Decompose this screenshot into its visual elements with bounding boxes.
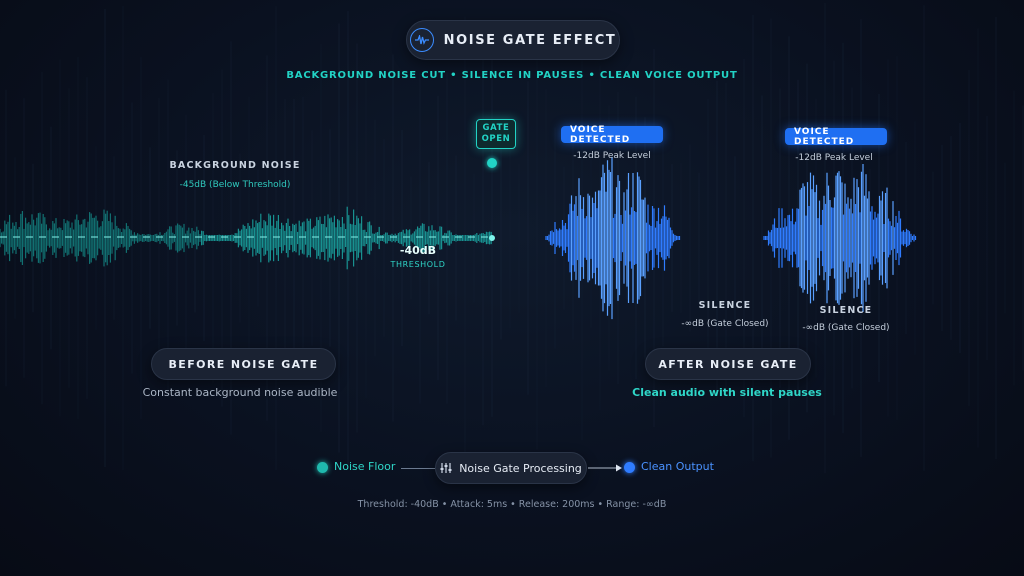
background-noise-level: -45dB (Below Threshold) [179,180,291,190]
gate-crossing-dot [489,235,495,241]
voice-peak-level-2: -12dB Peak Level [795,153,873,163]
silence-label-1: SILENCE [698,300,752,311]
voice-burst-2-waveform [763,164,917,312]
voice-detected-badge-1: VOICE DETECTED [561,125,663,145]
before-noise-gate-title: BEFORE NOISE GATE [151,348,336,380]
voice-peak-level-1: -12dB Peak Level [573,151,651,161]
waveform-icon [409,28,434,52]
gate-marker-dot [487,158,497,168]
background-noise-label: BACKGROUND NOISE [169,160,301,171]
after-noise-gate-title: AFTER NOISE GATE [645,348,811,380]
flow-arrow-right [588,464,622,472]
page-title: NOISE GATE EFFECT [443,32,617,48]
signal-flow: Noise Floor Noise Gate Processing Clean … [0,452,1024,484]
threshold-label: THRESHOLD [390,260,446,269]
threshold-value: -40dB [399,244,437,257]
silence-level-1: -∞dB (Gate Closed) [681,319,769,329]
sliders-icon [440,462,452,474]
noise-floor-label: Noise Floor [334,460,396,473]
noise-gate-processing-label: Noise Gate Processing [459,461,582,475]
after-description: Clean audio with silent pauses [632,386,822,399]
background-noise-waveform [0,206,492,270]
subtitle: BACKGROUND NOISE CUT • SILENCE IN PAUSES… [286,70,738,81]
voice-burst-1-waveform [545,156,681,320]
silence-label-2: SILENCE [819,305,873,316]
clean-output-dot [624,462,635,473]
noise-floor-dot [317,462,328,473]
before-description: Constant background noise audible [142,386,338,399]
flow-connector-left [401,468,435,469]
noise-gate-processing-node: Noise Gate Processing [435,452,587,484]
gate-label-line1: GATE [482,123,510,133]
title-pill: NOISE GATE EFFECT [406,20,620,60]
clean-output-label: Clean Output [641,460,714,473]
voice-detected-badge-2: VOICE DETECTED [785,127,887,147]
silence-level-2: -∞dB (Gate Closed) [802,323,890,333]
footer-parameters: Threshold: -40dB • Attack: 5ms • Release… [357,499,667,510]
gate-open-label: GATE OPEN [476,119,516,149]
gate-label-line2: OPEN [481,134,511,144]
